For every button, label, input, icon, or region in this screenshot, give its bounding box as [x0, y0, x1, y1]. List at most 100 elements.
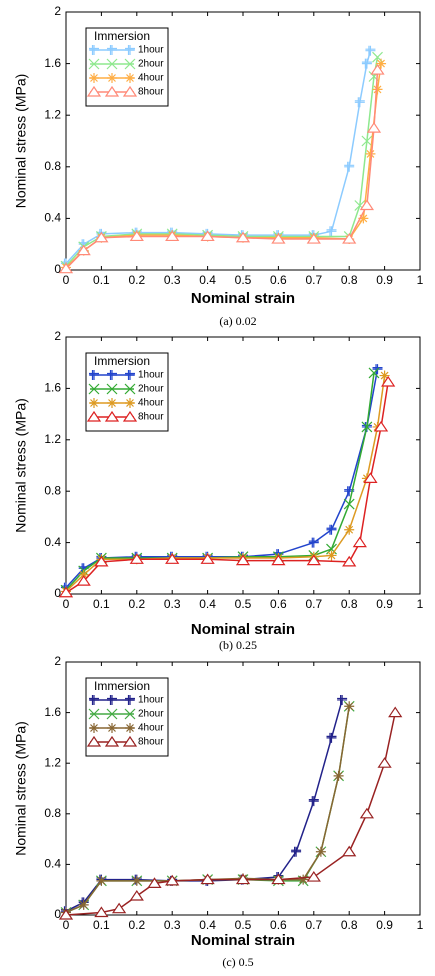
x-axis-title: Nominal strain: [191, 932, 295, 949]
x-tick-label: 0.6: [270, 273, 287, 287]
legend-marker: [89, 45, 99, 55]
x-tick-label: 0.8: [341, 918, 358, 932]
legend-marker: [89, 73, 99, 83]
legend-label: 8hour: [138, 412, 164, 423]
y-tick-label: 0.8: [44, 806, 61, 820]
x-axis-title: Nominal strain: [191, 290, 295, 307]
legend-marker: [107, 398, 117, 408]
data-point: [337, 694, 348, 705]
data-point: [78, 563, 89, 574]
data-point: [376, 58, 387, 69]
data-point: [363, 472, 378, 483]
series-line: [65, 375, 386, 592]
y-tick-label: 1.6: [44, 56, 61, 70]
legend-marker: [125, 370, 135, 380]
data-point: [373, 420, 389, 432]
legend-marker: [89, 723, 99, 733]
data-point: [361, 135, 373, 147]
legend-marker: [89, 695, 99, 705]
legend-title: Immersion: [94, 679, 150, 693]
legend-label: 8hour: [138, 737, 164, 748]
y-tick-label: 0.4: [44, 211, 61, 225]
data-point: [271, 873, 286, 885]
x-tick-label: 0.5: [235, 273, 252, 287]
legend-label: 2hour: [138, 384, 164, 395]
y-tick-label: 1.2: [44, 432, 61, 446]
data-point: [377, 757, 392, 768]
x-tick-label: 0.1: [93, 918, 110, 932]
legend-title: Immersion: [94, 354, 150, 368]
legend-label: 1hour: [138, 695, 164, 706]
data-point: [94, 906, 109, 918]
data-point: [388, 706, 403, 718]
x-tick-label: 0.2: [128, 273, 145, 287]
data-point: [326, 226, 337, 237]
series-line: [65, 381, 389, 594]
data-point: [271, 554, 286, 566]
data-point: [306, 232, 321, 244]
legend-marker: [125, 73, 135, 83]
legend-label: 2hour: [138, 59, 164, 70]
data-point: [94, 555, 109, 567]
data-point: [235, 873, 251, 885]
legend-marker: [122, 410, 138, 422]
x-tick-label: 1: [417, 597, 424, 611]
y-axis-title: Nominal stress (MPa): [13, 721, 29, 856]
data-point: [147, 877, 162, 888]
x-tick-label: 0: [63, 273, 70, 287]
data-point: [344, 486, 355, 497]
data-point: [359, 807, 375, 819]
data-point: [342, 232, 357, 244]
x-tick-label: 0.3: [164, 273, 181, 287]
legend-marker: [122, 735, 138, 747]
data-point: [365, 45, 376, 56]
series-line: [65, 712, 396, 916]
y-tick-label: 0: [54, 586, 61, 600]
data-point: [381, 375, 396, 387]
legend-marker: [122, 85, 138, 97]
x-tick-label: 1: [417, 273, 424, 287]
x-tick-label: 0.2: [128, 918, 145, 932]
legend-marker: [124, 383, 136, 395]
legend-marker: [88, 58, 100, 70]
data-point: [306, 554, 321, 566]
caption: (b) 0.25: [219, 638, 257, 652]
data-point: [200, 230, 215, 242]
data-point: [343, 498, 355, 510]
y-tick-label: 0.4: [44, 535, 61, 549]
data-point: [271, 232, 286, 244]
data-point: [129, 553, 144, 564]
data-point: [342, 555, 357, 567]
y-tick-label: 1.6: [44, 381, 61, 395]
legend-marker: [106, 708, 118, 720]
y-tick-label: 0.8: [44, 483, 61, 497]
data-point: [129, 230, 144, 242]
data-point: [76, 244, 91, 256]
legend-marker: [104, 735, 120, 747]
data-point: [298, 874, 309, 885]
data-point: [58, 908, 74, 920]
x-tick-label: 0.7: [305, 273, 322, 287]
y-tick-label: 2: [54, 4, 61, 18]
x-tick-label: 1: [417, 918, 424, 932]
legend-title: Immersion: [94, 29, 150, 43]
y-tick-label: 2: [54, 654, 61, 668]
data-point: [368, 367, 380, 379]
legend-marker: [88, 383, 100, 395]
legend-marker: [86, 410, 102, 422]
x-tick-label: 0.2: [128, 597, 145, 611]
data-point: [165, 230, 180, 242]
y-tick-label: 0: [54, 907, 61, 921]
data-point: [291, 846, 302, 857]
series-line: [65, 57, 379, 267]
data-point: [308, 796, 319, 807]
data-point: [354, 97, 365, 108]
legend-marker: [104, 85, 120, 97]
data-point: [344, 701, 355, 712]
y-tick-label: 1.2: [44, 107, 61, 121]
data-point: [200, 873, 215, 885]
data-point: [235, 554, 251, 566]
legend-marker: [125, 723, 135, 733]
data-point: [315, 846, 326, 857]
